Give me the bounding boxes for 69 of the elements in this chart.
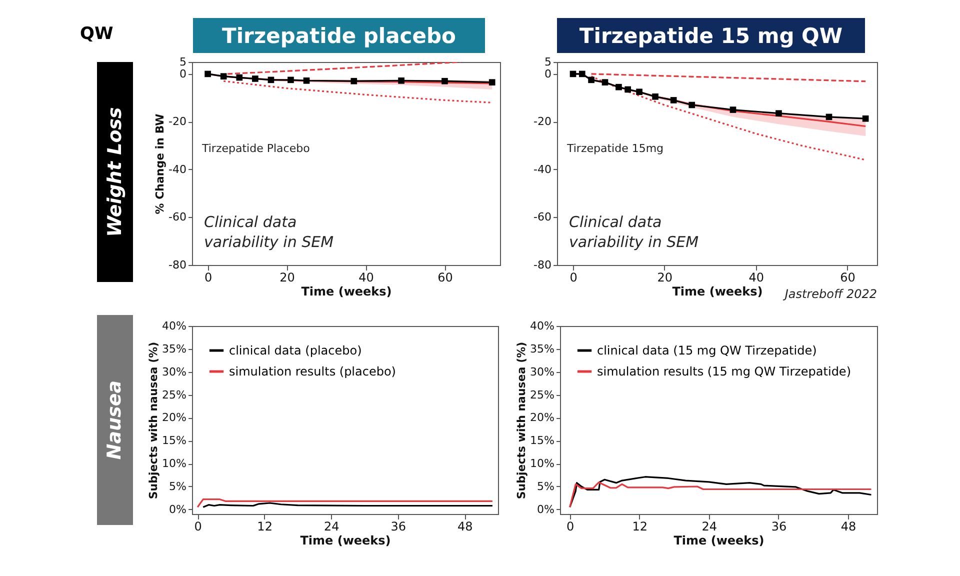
legend-label: simulation results (15 mg QW Tirzepatide): [597, 364, 851, 378]
x-tick-label: 12: [257, 520, 272, 534]
y-tick-label: -20: [534, 115, 552, 128]
y-tick-label: 25%: [162, 388, 186, 402]
x-tick-label: 60: [438, 270, 453, 284]
y-tick-label: -80: [534, 258, 552, 272]
y-tick-label: 20%: [162, 411, 186, 424]
y-tick-label: 25%: [530, 388, 554, 402]
x-tick-label: 40: [358, 270, 374, 284]
y-tick-label: 0: [544, 67, 552, 80]
x-axis-title: Time (weeks): [674, 534, 764, 548]
text: Jastreboff 2022: [782, 287, 877, 301]
y-axis-title: Subjects with nausea (%): [515, 342, 528, 500]
y-tick-label: -80: [168, 258, 186, 272]
y-tick-label: 0: [180, 67, 186, 80]
legend-label: clinical data (15 mg QW Tirzepatide): [597, 344, 817, 358]
x-axis-title: Time (weeks): [672, 284, 763, 298]
y-tick-label: -20: [168, 115, 186, 128]
y-tick-label: 15%: [530, 434, 554, 448]
x-tick-label: 60: [840, 270, 856, 284]
x-tick-label: 48: [457, 520, 473, 534]
y-axis-title: Subjects with nausea (%): [147, 342, 160, 500]
annotation: Clinical data variability in SEM: [569, 213, 699, 251]
y-tick-label: -60: [534, 210, 552, 224]
y-axis-title: % Change in BW: [154, 114, 167, 214]
chart-title: Tirzepatide placebo: [193, 18, 485, 53]
chart-title: Tirzepatide 15 mg QW: [557, 18, 865, 53]
y-tick-label: 30%: [162, 365, 186, 378]
x-tick-label: 0: [204, 270, 212, 284]
y-tick-label: 10%: [530, 457, 554, 470]
x-axis-title: Time (weeks): [301, 284, 392, 298]
y-tick-label: 40%: [530, 320, 554, 332]
y-tick-label: -40: [534, 162, 552, 176]
annotation: Clinical data variability in SEM: [204, 213, 334, 251]
x-tick-label: 20: [280, 270, 295, 284]
x-tick-label: 0: [566, 520, 574, 534]
y-tick-label: 20%: [530, 411, 554, 424]
y-tick-label: 5: [180, 56, 186, 68]
annotation: Tirzepatide Placebo: [201, 142, 310, 156]
legend-label: simulation results (placebo): [229, 364, 396, 378]
x-tick-label: 40: [748, 270, 764, 284]
section-tab: Nausea: [97, 315, 133, 525]
y-tick-label: -60: [168, 210, 186, 224]
section-tab: Weight Loss: [97, 62, 133, 282]
x-tick-label: 24: [702, 520, 718, 534]
legend-label: clinical data (placebo): [229, 344, 362, 358]
x-tick-label: 0: [194, 520, 202, 534]
x-tick-label: 36: [390, 520, 406, 534]
y-tick-label: 30%: [530, 365, 554, 378]
x-axis-title: Time (weeks): [300, 534, 391, 548]
text: QW: [80, 24, 114, 44]
y-tick-label: 10%: [162, 457, 186, 470]
x-tick-label: 12: [632, 520, 648, 534]
y-tick-label: 0%: [537, 502, 554, 516]
y-tick-label: 15%: [162, 434, 186, 448]
y-tick-label: 5: [544, 56, 552, 68]
y-tick-label: 35%: [162, 342, 186, 356]
annotation: Tirzepatide 15mg: [566, 142, 664, 156]
y-tick-label: 5%: [169, 480, 186, 493]
x-tick-label: 48: [840, 520, 856, 534]
x-tick-label: 36: [771, 520, 787, 534]
y-tick-label: 40%: [162, 320, 186, 332]
x-tick-label: 0: [570, 270, 578, 284]
y-tick-label: 35%: [530, 342, 554, 356]
x-tick-label: 24: [324, 520, 340, 534]
y-tick-label: -40: [168, 162, 186, 176]
x-tick-label: 20: [657, 270, 673, 284]
y-tick-label: 5%: [537, 480, 554, 493]
y-tick-label: 0%: [169, 502, 186, 516]
